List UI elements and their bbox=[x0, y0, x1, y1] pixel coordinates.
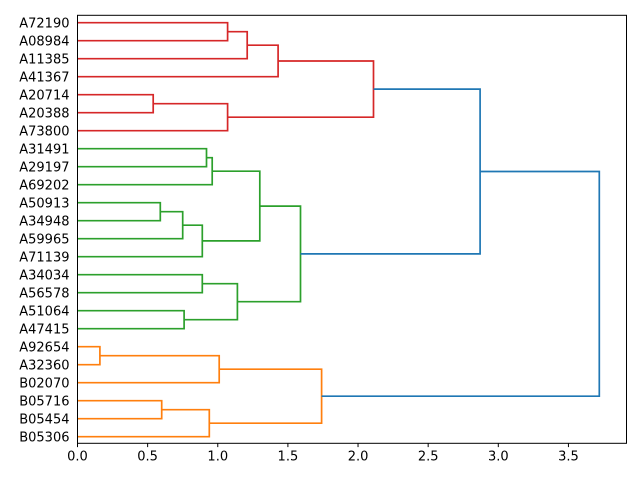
dendrogram-link-green bbox=[77, 147, 208, 168]
leaf-label: A71139 bbox=[19, 250, 69, 265]
x-tick-label: 3.0 bbox=[488, 449, 509, 464]
leaf-label: A20388 bbox=[19, 106, 69, 121]
leaf-label: A20714 bbox=[19, 88, 69, 103]
leaf-label: A29197 bbox=[19, 160, 69, 175]
leaf-label: A34034 bbox=[19, 268, 69, 283]
x-tick-label: 2.5 bbox=[418, 449, 439, 464]
dendrogram-link-green bbox=[77, 309, 185, 330]
x-tick-label: 1.5 bbox=[278, 449, 299, 464]
x-tick-label: 0.0 bbox=[67, 449, 88, 464]
leaf-label: A72190 bbox=[19, 16, 69, 31]
leaf-label: A47415 bbox=[19, 322, 69, 337]
dendrogram-link-green bbox=[77, 156, 214, 186]
leaf-label: A11385 bbox=[19, 52, 69, 67]
leaf-label: B05306 bbox=[19, 430, 69, 445]
leaf-label: A69202 bbox=[19, 178, 69, 193]
leaf-label: A73800 bbox=[19, 124, 69, 139]
x-tick-label: 2.0 bbox=[348, 449, 369, 464]
leaf-label: A92654 bbox=[19, 340, 69, 355]
dendrogram-link-green bbox=[184, 282, 239, 321]
x-tick-label: 0.5 bbox=[137, 449, 158, 464]
leaf-label: A08984 bbox=[19, 34, 69, 49]
dendrogram-link-red bbox=[77, 30, 249, 60]
x-tick-label: 3.5 bbox=[558, 449, 579, 464]
leaf-label: A51064 bbox=[19, 304, 69, 319]
dendrogram-link-orange bbox=[77, 345, 101, 366]
dendrogram-link-green bbox=[77, 224, 204, 258]
dendrogram-link-green bbox=[237, 205, 302, 303]
leaf-label: A32360 bbox=[19, 358, 69, 373]
leaf-label: B02070 bbox=[19, 376, 69, 391]
dendrogram-link-green bbox=[77, 210, 184, 240]
dendrogram-link-blue bbox=[321, 170, 601, 398]
x-tick-label: 1.0 bbox=[207, 449, 228, 464]
dendrogram-link-green bbox=[77, 273, 204, 294]
dendrogram-link-green bbox=[202, 170, 261, 242]
dendrogram-link-red bbox=[77, 21, 229, 42]
dendrogram-link-orange bbox=[77, 354, 221, 384]
leaf-label: B05716 bbox=[19, 394, 69, 409]
leaf-label: A50913 bbox=[19, 196, 69, 211]
dendrogram-link-red bbox=[227, 60, 375, 119]
leaf-label: A34948 bbox=[19, 214, 69, 229]
leaf-label: A59965 bbox=[19, 232, 69, 247]
dendrogram-link-green bbox=[77, 201, 162, 222]
dendrogram-link-orange bbox=[77, 408, 211, 438]
leaf-label: B05454 bbox=[19, 412, 69, 427]
dendrogram-link-blue bbox=[300, 88, 481, 255]
leaf-label: A41367 bbox=[19, 70, 69, 85]
leaf-label: A56578 bbox=[19, 286, 69, 301]
leaf-label: A31491 bbox=[19, 142, 69, 157]
plot-border bbox=[77, 14, 627, 444]
dendrogram-link-orange bbox=[77, 399, 163, 420]
dendrogram-link-red bbox=[77, 93, 155, 114]
dendrogram-link-orange bbox=[209, 368, 323, 425]
